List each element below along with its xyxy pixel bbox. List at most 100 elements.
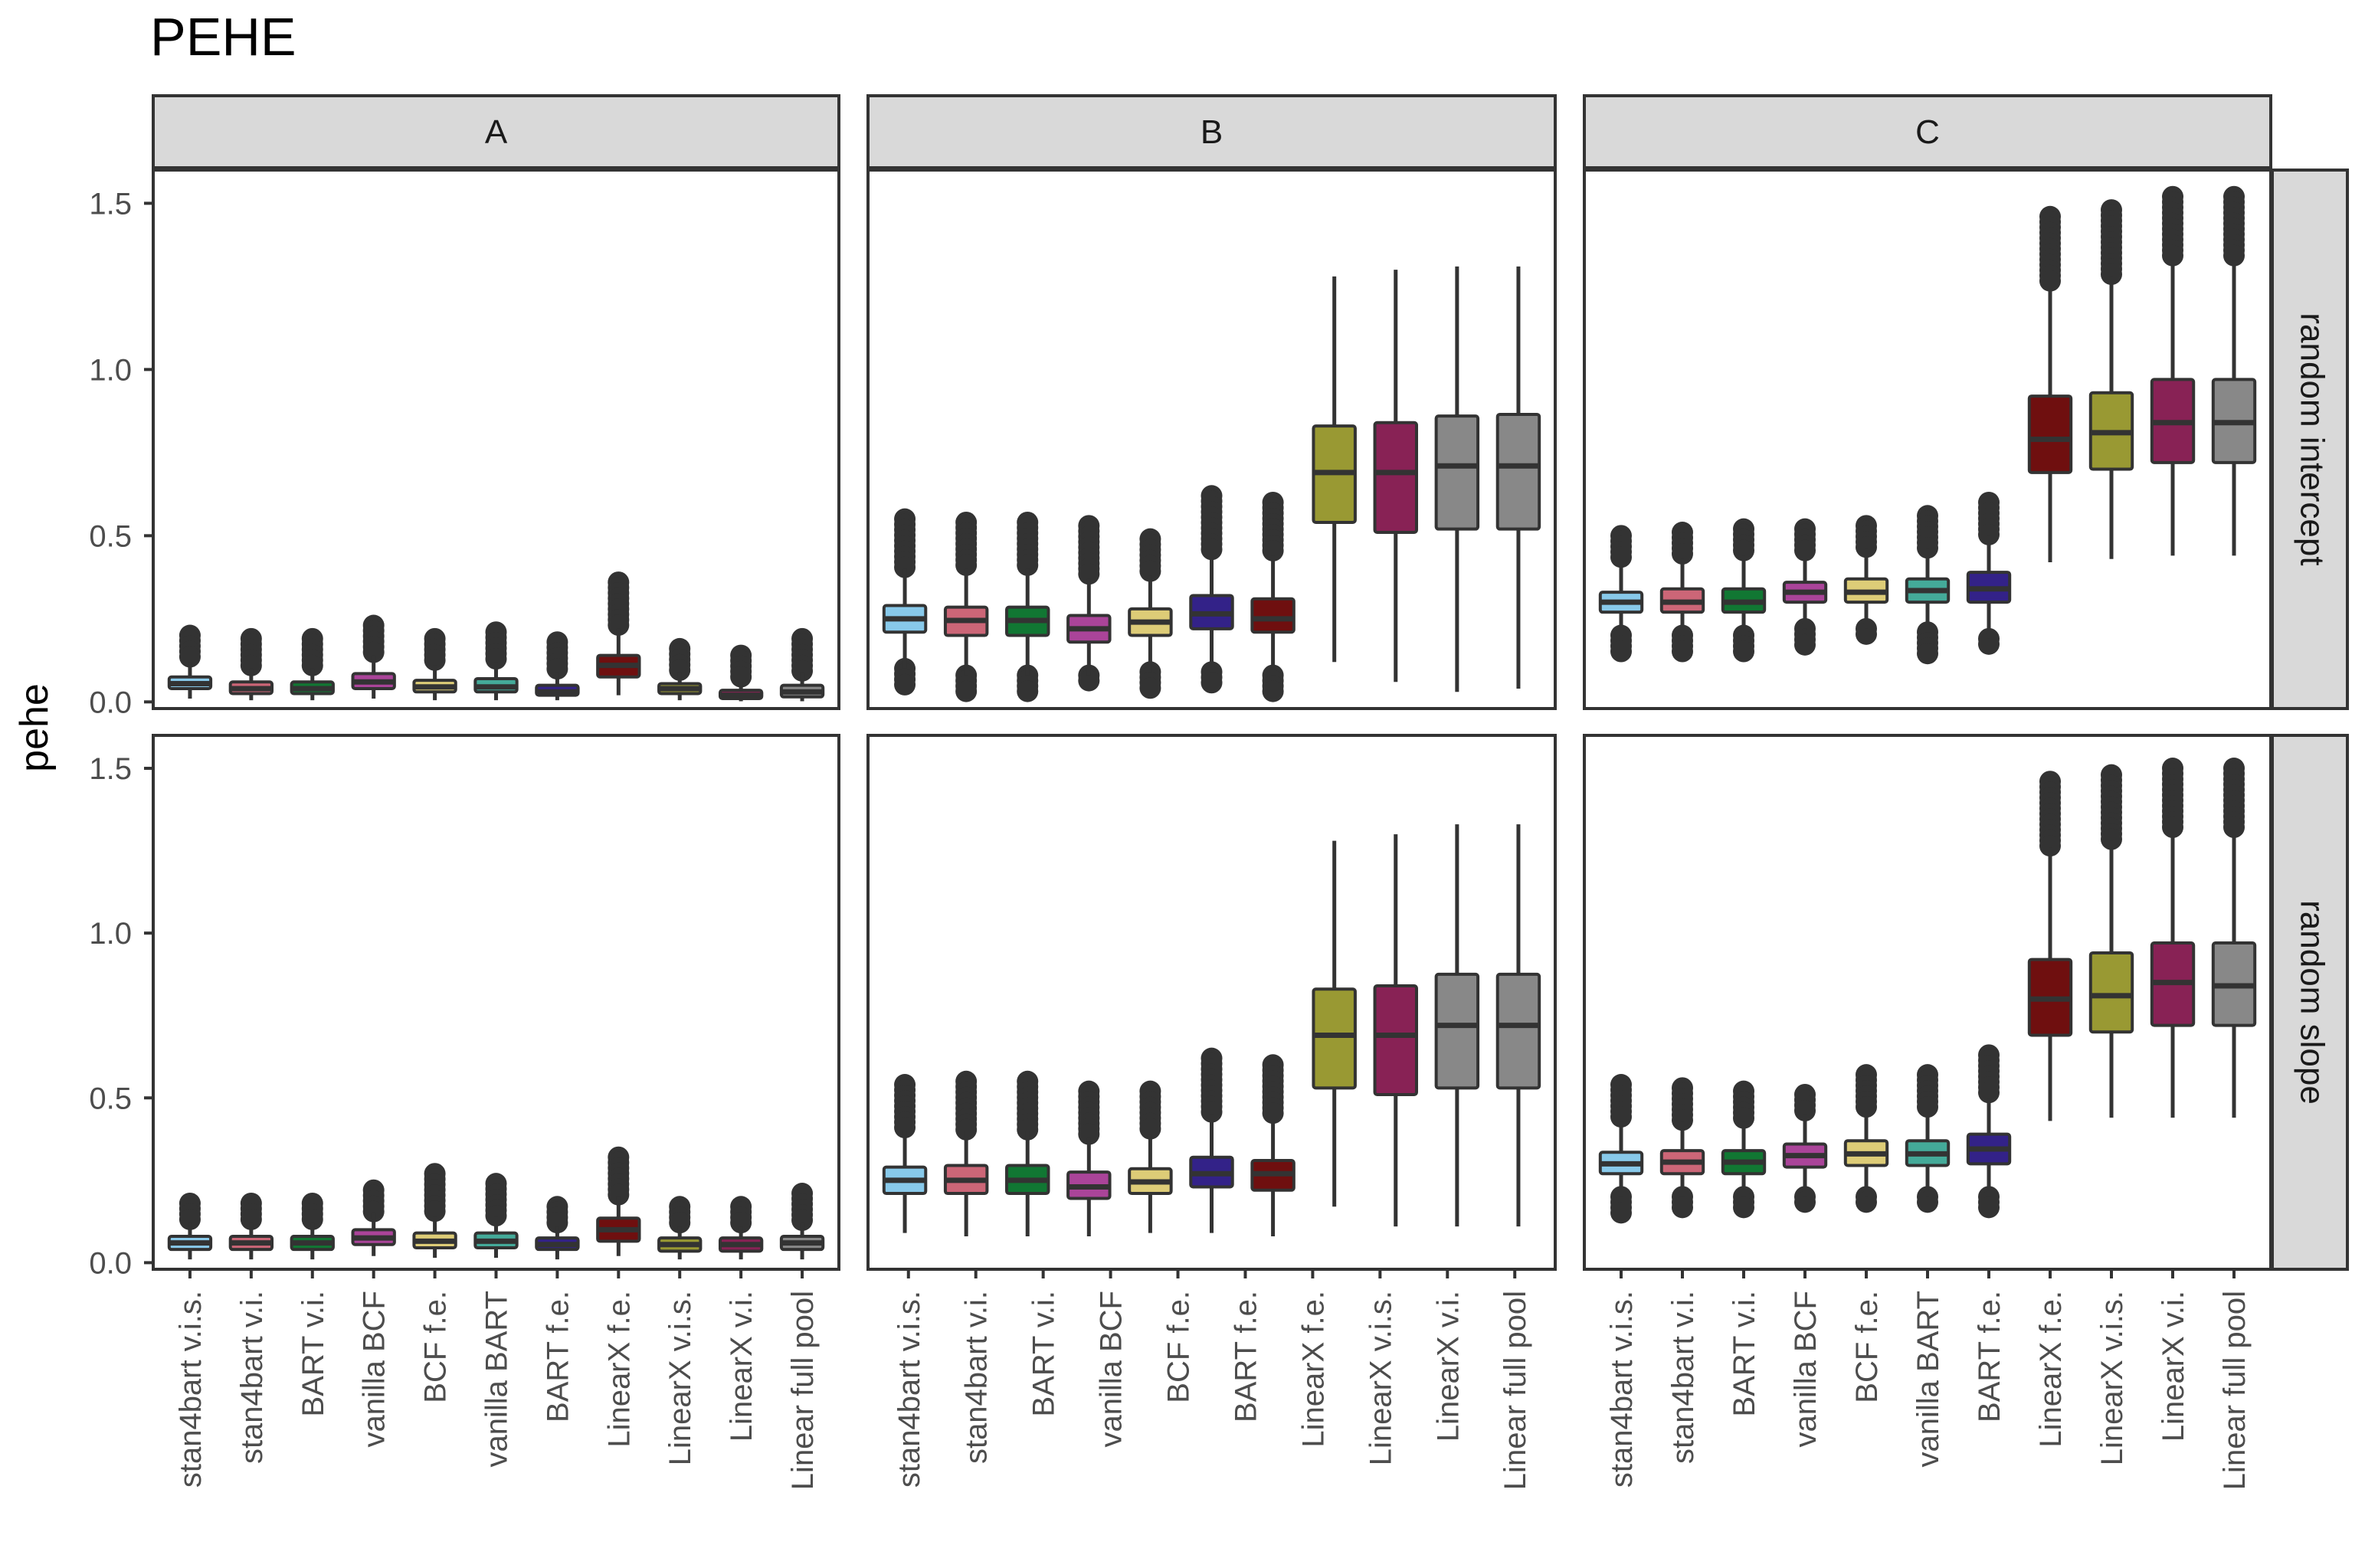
y-axis-title: pehe [12, 683, 57, 772]
box-BART-f-e- [1966, 491, 2012, 655]
outlier-point [1017, 680, 1039, 702]
x-tick-label: LinearX f.e. [2034, 1291, 2068, 1448]
y-tick-label: 1.5 [89, 752, 132, 786]
outlier-point [2223, 817, 2245, 839]
outlier-point [2101, 828, 2122, 850]
box-BCF-f-e- [1843, 515, 1889, 645]
x-tick-label: LinearX v.i.s. [663, 1291, 697, 1465]
outlier-point [730, 666, 752, 688]
outlier-point [2223, 244, 2245, 267]
x-tick-label: LinearX v.i. [725, 1291, 758, 1442]
outlier-point [1672, 543, 1693, 565]
box-BART-f-e- [535, 631, 580, 701]
y-tick-label: 0.5 [89, 1082, 132, 1115]
outlier-point [1733, 640, 1754, 663]
box-stan4bart-v-i-s- [167, 1192, 213, 1260]
outlier-point [1856, 536, 1877, 558]
box-BART-v-i- [1005, 511, 1050, 702]
x-tick-label: vanilla BCF [1095, 1291, 1128, 1448]
outlier-point [1978, 1082, 2000, 1104]
outlier-point [1672, 1196, 1693, 1219]
x-tick-label: Linear full pool [2218, 1291, 2252, 1490]
x-tick-label: BART v.i. [1728, 1291, 1761, 1417]
box-Linear-full-pool [1434, 824, 1480, 1227]
box-BART-f-e- [535, 1196, 580, 1260]
outlier-point [955, 554, 978, 576]
box-body [1250, 597, 1296, 634]
outlier-point [791, 660, 814, 682]
box-body [1312, 987, 1357, 1090]
y-tick-label: 0.0 [89, 1246, 132, 1280]
box-LinearX-v-i- [2150, 758, 2196, 1118]
box-vanilla-BCF [351, 614, 396, 699]
outlier-point [240, 654, 262, 676]
x-tick-label: stan4bart v.i. [960, 1291, 994, 1464]
outlier-point [485, 1205, 507, 1227]
x-tick-label: BART f.e. [1973, 1291, 2006, 1422]
box-Linear-full-pool [2211, 758, 2257, 1118]
outlier-point [240, 1208, 262, 1230]
outlier-point [1201, 1101, 1223, 1123]
box-LinearX-v-i- [1373, 834, 1418, 1227]
outlier-point [1672, 1109, 1693, 1131]
x-tick-label: stan4bart v.i. [235, 1291, 269, 1464]
outlier-point [894, 556, 916, 578]
box-Linear-full-pool [1495, 824, 1541, 1227]
strip-label-random-slope: random slope [2293, 900, 2331, 1105]
outlier-point [1733, 539, 1754, 561]
panel-A-random-intercept [152, 169, 840, 710]
box-Linear-full-pool [779, 627, 825, 702]
panel-border [866, 169, 1557, 710]
outlier-point [179, 1208, 201, 1230]
strip-label-random-intercept: random intercept [2293, 313, 2331, 565]
outlier-point [424, 1200, 446, 1223]
box-LinearX-f-e- [596, 1146, 641, 1256]
outlier-point [1917, 537, 1938, 559]
box-stan4bart-v-i- [1659, 1077, 1705, 1219]
outlier-point [608, 1183, 630, 1206]
outlier-point [179, 646, 201, 668]
box-stan4bart-v-i- [1659, 522, 1705, 663]
box-LinearX-v-i- [1373, 270, 1418, 683]
x-tick-label: vanilla BCF [1789, 1291, 1823, 1448]
box-LinearX-v-i-s- [1312, 840, 1357, 1207]
outlier-point [1139, 560, 1161, 582]
panel-B-random-intercept [866, 169, 1557, 710]
box-stan4bart-v-i-s- [1598, 525, 1644, 663]
outlier-point [608, 614, 630, 637]
x-tick-label: LinearX v.i. [1431, 1291, 1465, 1442]
x-tick-label: Linear full pool [786, 1291, 820, 1490]
outlier-point [1672, 640, 1693, 663]
box-vanilla-BCF [1066, 515, 1112, 692]
box-BCF-f-e- [1843, 1064, 1889, 1213]
outlier-point [1610, 1106, 1632, 1128]
outlier-point [1017, 554, 1039, 576]
x-tick-label: LinearX f.e. [602, 1291, 636, 1448]
outlier-point [1856, 1191, 1877, 1213]
box-LinearX-f-e- [2027, 205, 2073, 563]
strip-random-slope [2271, 734, 2349, 1271]
panel-C-random-slope [1583, 734, 2272, 1271]
box-vanilla-BCF [1066, 1080, 1112, 1236]
x-tick-label: vanilla BART [1911, 1291, 1945, 1467]
box-stan4bart-v-i-s- [882, 1074, 928, 1233]
box-body [1373, 984, 1418, 1096]
outlier-point [1978, 1196, 2000, 1219]
outlier-point [1262, 680, 1284, 702]
box-Linear-full-pool [1434, 266, 1480, 692]
box-LinearX-v-i-s- [1312, 276, 1357, 663]
box-LinearX-v-i-s- [657, 637, 703, 701]
outlier-point [669, 659, 691, 681]
outlier-point [1139, 677, 1161, 699]
y-tick-label: 0.0 [89, 686, 132, 719]
outlier-point [362, 1200, 385, 1223]
box-BCF-f-e- [1128, 528, 1173, 699]
x-tick-label: BCF f.e. [1850, 1291, 1884, 1403]
box-body [1373, 421, 1418, 535]
box-BCF-f-e- [412, 627, 457, 701]
box-body [2088, 951, 2134, 1034]
box-Linear-full-pool [1495, 266, 1541, 689]
panel-A-random-slope [152, 734, 840, 1271]
box-LinearX-f-e- [1250, 491, 1296, 702]
